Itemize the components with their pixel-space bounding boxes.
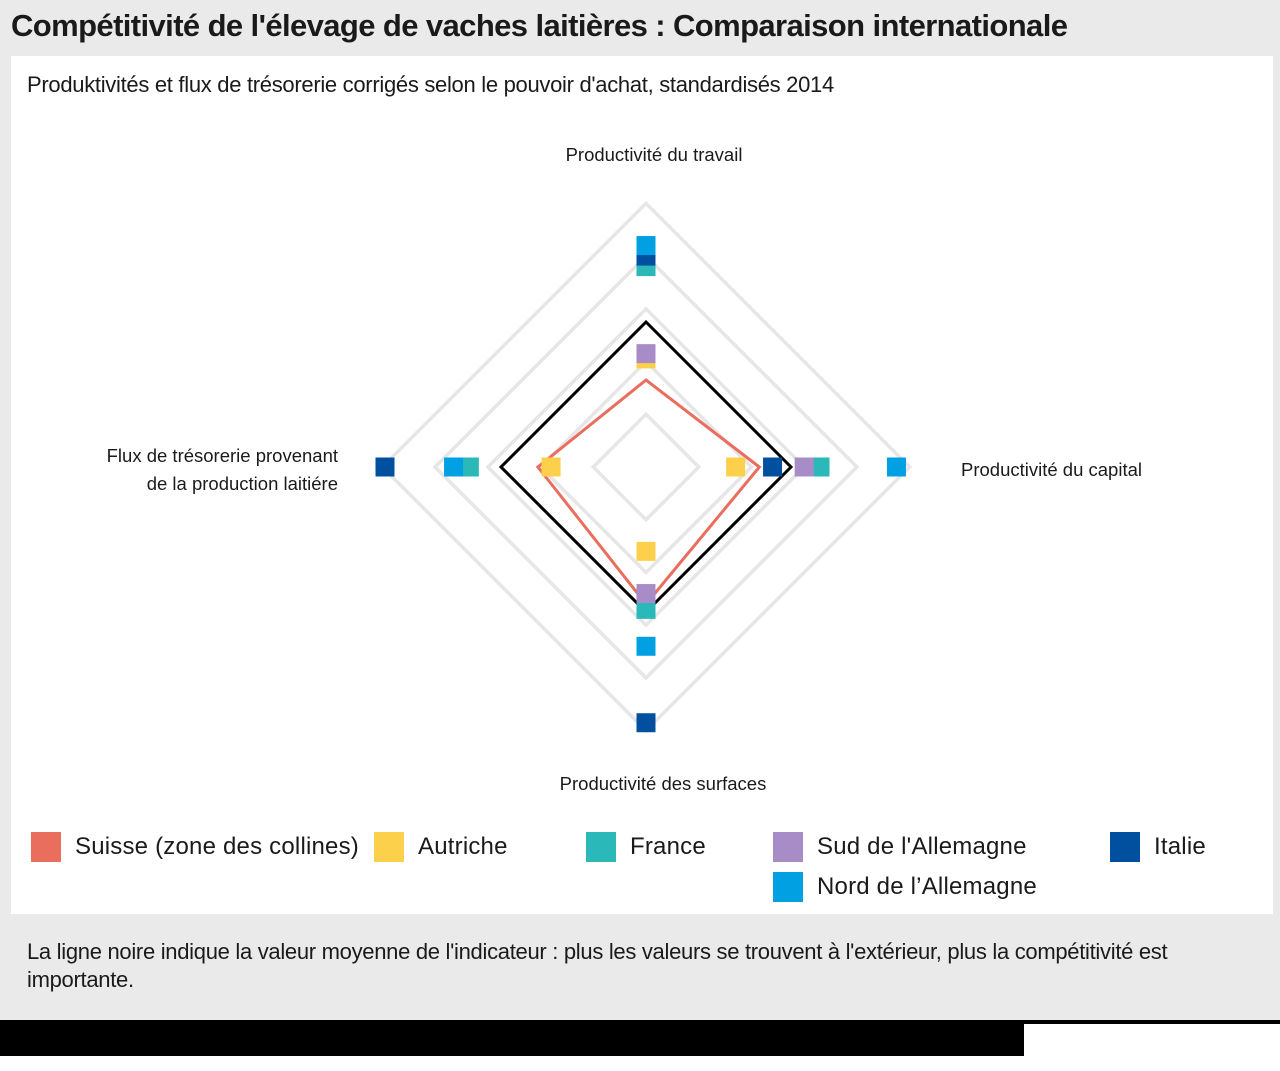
radar-axis-labels: Productivité du travail Productivité du c… — [107, 144, 1142, 794]
radar-markers — [375, 236, 906, 733]
legend-label: Suisse (zone des collines) — [75, 833, 360, 860]
legend-swatch — [374, 832, 404, 862]
grid-ring-1 — [590, 411, 702, 523]
marker-nord-de-l-allemagne-flux — [444, 457, 464, 477]
marker-nord-de-l-allemagne-travail — [636, 236, 656, 256]
legend-label: Sud de l'Allemagne — [817, 833, 1027, 860]
axis-label-line: Productivité du capital — [961, 459, 1142, 480]
marker-autriche-flux — [541, 457, 561, 477]
marker-sud-de-l-allemagne-surfaces — [636, 584, 656, 604]
axis-label-line: Productivité des surfaces — [560, 773, 767, 794]
marker-italie-surfaces — [636, 713, 656, 733]
grid-ring-2 — [538, 359, 754, 575]
marker-france-flux — [459, 457, 479, 477]
legend-swatch — [1110, 832, 1140, 862]
axis-label-line: de la production laitiére — [147, 473, 338, 494]
marker-autriche-surfaces — [636, 541, 656, 561]
legend-label: Nord de l’Allemagne — [817, 873, 1037, 900]
legend-swatch — [773, 872, 803, 902]
marker-italie-flux — [375, 457, 395, 477]
axis-label-surfaces: Productivité des surfaces — [560, 773, 767, 794]
chart-title: Compétitivité de l'élevage de vaches lai… — [11, 8, 1068, 43]
legend-swatch — [586, 832, 616, 862]
marker-nord-de-l-allemagne-surfaces — [636, 636, 656, 656]
marker-italie-capital — [763, 457, 783, 477]
marker-nord-de-l-allemagne-capital — [886, 457, 906, 477]
axis-label-capital: Productivité du capital — [961, 459, 1142, 480]
marker-sud-de-l-allemagne-capital — [794, 457, 814, 477]
grid-ring-3 — [485, 306, 807, 628]
footer-bar — [0, 1020, 1024, 1056]
axis-label-line: Flux de trésorerie provenant — [107, 445, 338, 466]
axis-label-line: Productivité du travail — [566, 144, 743, 165]
legend-label: Italie — [1154, 833, 1206, 860]
axis-label-travail: Productivité du travail — [566, 144, 743, 165]
chart-subtitle: Produktivités et flux de trésorerie corr… — [27, 72, 834, 97]
footer-line — [1024, 1020, 1280, 1024]
chart-note: La ligne noire indique la valeur moyenne… — [27, 939, 1168, 992]
legend-label: France — [630, 833, 706, 860]
marker-france-capital — [810, 457, 830, 477]
marker-autriche-capital — [726, 457, 746, 477]
grid-ring-4 — [432, 253, 860, 681]
marker-sud-de-l-allemagne-travail — [636, 344, 656, 364]
axis-label-flux: Flux de trésorerie provenant de la produc… — [107, 445, 338, 494]
legend-label: Autriche — [418, 833, 508, 860]
legend-swatch — [31, 832, 61, 862]
chart-panel — [11, 56, 1273, 914]
legend-swatch — [773, 832, 803, 862]
marker-france-surfaces — [636, 599, 656, 619]
